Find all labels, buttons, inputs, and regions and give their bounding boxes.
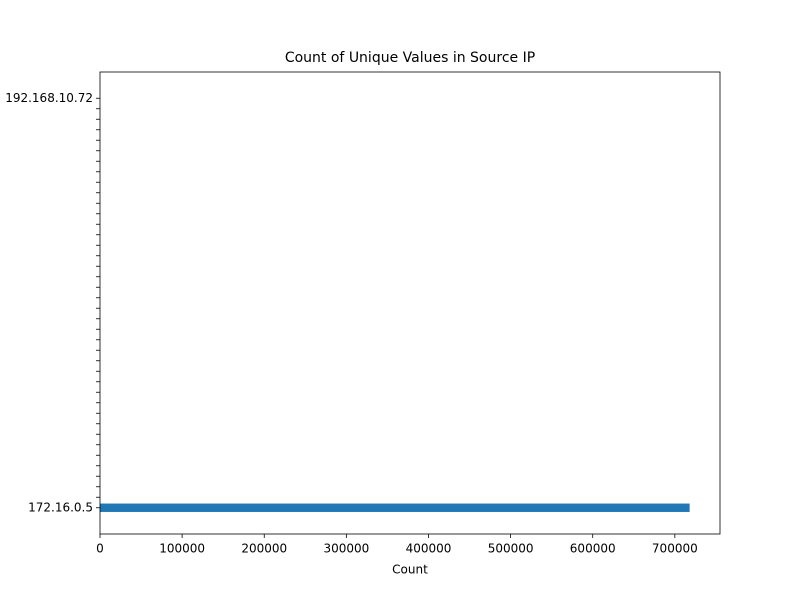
y-tick-label: 172.16.0.5 <box>28 500 93 514</box>
x-axis-label: Count <box>392 563 428 577</box>
x-tick-label: 500000 <box>488 542 534 556</box>
x-tick-label: 100000 <box>159 542 205 556</box>
x-tick-label: 300000 <box>323 542 369 556</box>
plot-frame <box>99 71 721 535</box>
y-tick-label: 192.168.10.72 <box>5 91 93 105</box>
x-tick-label: 200000 <box>241 542 287 556</box>
bar <box>100 503 690 512</box>
x-tick-label: 700000 <box>652 542 698 556</box>
chart-title: Count of Unique Values in Source IP <box>285 50 535 66</box>
x-tick-label: 0 <box>96 542 104 556</box>
x-tick-label: 400000 <box>406 542 452 556</box>
x-tick-label: 600000 <box>570 542 616 556</box>
